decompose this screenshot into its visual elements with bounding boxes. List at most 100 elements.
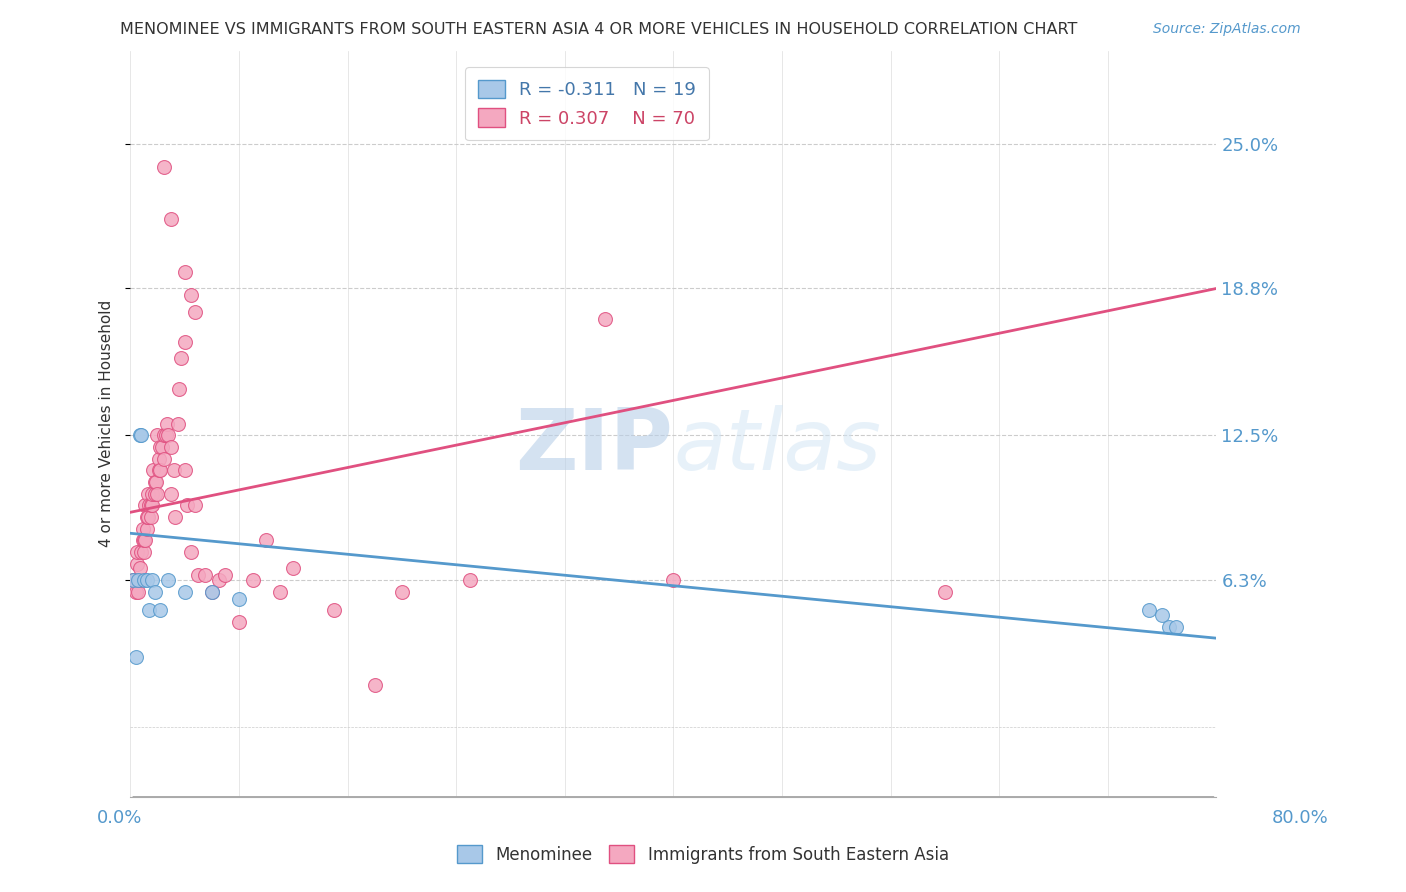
Point [194, 568, 217, 582]
Point [143, 584, 166, 599]
Point [180, 288, 202, 302]
Point [160, 440, 183, 454]
Point [184, 498, 207, 512]
Point [153, 451, 176, 466]
Point [132, 545, 155, 559]
Point [149, 463, 172, 477]
Point [125, 649, 148, 664]
Point [135, 522, 157, 536]
Point [254, 533, 277, 548]
Point [125, 584, 148, 599]
Point [173, 335, 195, 350]
Point [129, 428, 152, 442]
Point [201, 584, 224, 599]
Y-axis label: 4 or more Vehicles in Household: 4 or more Vehicles in Household [100, 300, 114, 548]
Text: Source: ZipAtlas.com: Source: ZipAtlas.com [1153, 22, 1301, 37]
Point [323, 603, 346, 617]
Point [146, 486, 169, 500]
Point [131, 522, 153, 536]
Point [391, 584, 413, 599]
Point [180, 545, 202, 559]
Text: 80.0%: 80.0% [1272, 809, 1329, 827]
Point [141, 486, 163, 500]
Point [150, 440, 173, 454]
Point [135, 510, 157, 524]
Point [157, 573, 180, 587]
Point [136, 486, 159, 500]
Point [153, 160, 176, 174]
Text: MENOMINEE VS IMMIGRANTS FROM SOUTH EASTERN ASIA 4 OR MORE VEHICLES IN HOUSEHOLD : MENOMINEE VS IMMIGRANTS FROM SOUTH EASTE… [120, 22, 1077, 37]
Text: ZIP: ZIP [516, 405, 673, 488]
Point [127, 573, 149, 587]
Point [143, 475, 166, 489]
Point [139, 510, 162, 524]
Point [141, 573, 163, 587]
Point [157, 428, 180, 442]
Point [146, 428, 169, 442]
Point [662, 573, 685, 587]
Point [131, 533, 153, 548]
Point [166, 417, 188, 431]
Point [129, 545, 152, 559]
Point [143, 486, 166, 500]
Point [148, 451, 170, 466]
Legend: Menominee, Immigrants from South Eastern Asia: Menominee, Immigrants from South Eastern… [450, 838, 956, 871]
Point [153, 428, 176, 442]
Legend: R = -0.311   N = 19, R = 0.307    N = 70: R = -0.311 N = 19, R = 0.307 N = 70 [465, 67, 709, 140]
Point [155, 428, 177, 442]
Point [187, 568, 209, 582]
Point [228, 615, 250, 629]
Point [173, 584, 195, 599]
Point [595, 311, 617, 326]
Text: atlas: atlas [673, 405, 882, 488]
Point [138, 498, 160, 512]
Point [269, 584, 291, 599]
Point [283, 561, 305, 575]
Point [173, 463, 195, 477]
Point [165, 510, 187, 524]
Point [1152, 607, 1174, 622]
Point [128, 573, 150, 587]
Point [169, 351, 191, 366]
Point [156, 417, 179, 431]
Point [127, 584, 149, 599]
Point [173, 265, 195, 279]
Text: 0.0%: 0.0% [97, 809, 142, 827]
Point [1137, 603, 1160, 617]
Point [134, 533, 156, 548]
Point [128, 561, 150, 575]
Point [1157, 619, 1180, 633]
Point [148, 463, 170, 477]
Point [139, 498, 162, 512]
Point [141, 498, 163, 512]
Point [207, 573, 229, 587]
Point [176, 498, 198, 512]
Point [1164, 619, 1187, 633]
Point [145, 475, 167, 489]
Point [138, 603, 160, 617]
Point [122, 573, 145, 587]
Point [127, 557, 149, 571]
Point [167, 382, 190, 396]
Point [160, 486, 183, 500]
Point [149, 440, 172, 454]
Point [242, 573, 264, 587]
Point [122, 573, 145, 587]
Point [134, 498, 156, 512]
Point [184, 305, 207, 319]
Point [163, 463, 186, 477]
Point [124, 573, 146, 587]
Point [136, 510, 159, 524]
Point [214, 568, 236, 582]
Point [127, 545, 149, 559]
Point [127, 573, 149, 587]
Point [201, 584, 224, 599]
Point [149, 603, 172, 617]
Point [128, 428, 150, 442]
Point [132, 533, 155, 548]
Point [228, 591, 250, 606]
Point [458, 573, 481, 587]
Point [142, 463, 165, 477]
Point [364, 678, 387, 692]
Point [135, 573, 157, 587]
